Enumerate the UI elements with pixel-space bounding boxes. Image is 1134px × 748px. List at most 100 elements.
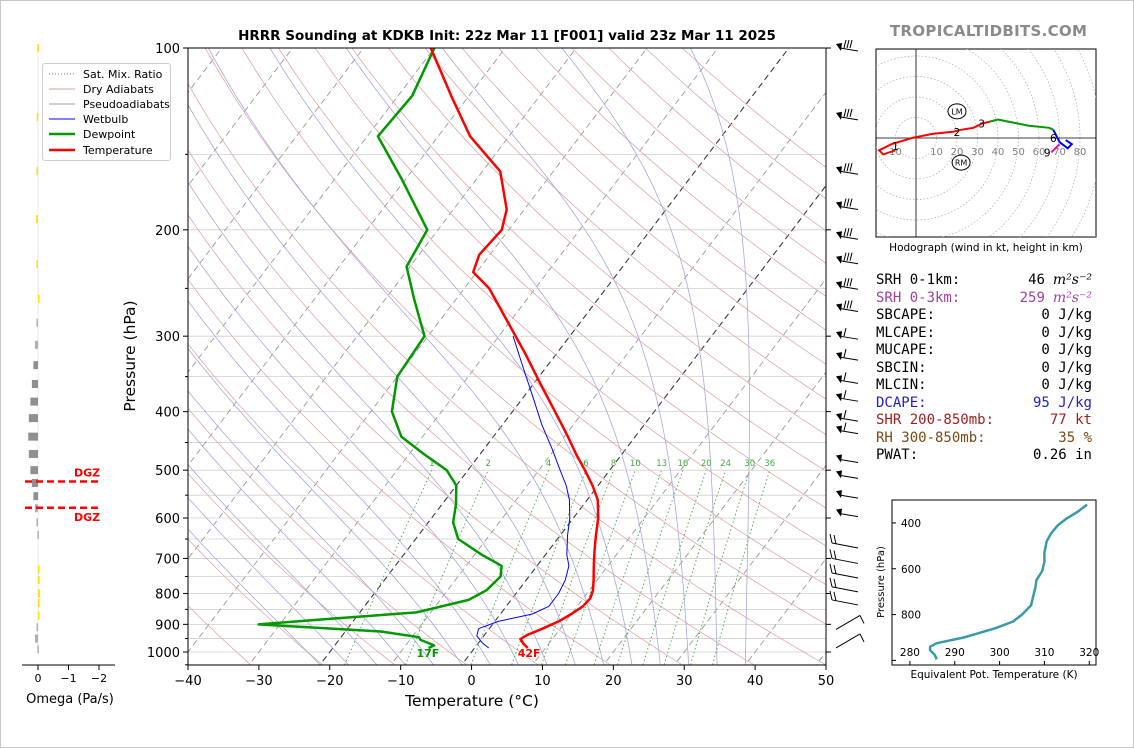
legend-label: Wetbulb [83, 112, 129, 126]
y-tick-label: 600 [155, 512, 180, 527]
hodograph-height-label: 1 [892, 141, 899, 153]
wind-barb [836, 39, 859, 52]
wind-barb-staff [839, 356, 859, 361]
wind-barb-staff [839, 206, 859, 211]
skewt-profiles [257, 48, 600, 650]
parameter-row: PWAT: 0.26 in [876, 447, 1092, 465]
pseudoadiabat [188, 463, 378, 665]
legend-item-dry-adiabats: Dry Adiabats [49, 82, 154, 96]
wind-barb [836, 410, 859, 422]
wind-barb-pennant [836, 490, 842, 499]
dry-adiabat [241, 48, 826, 586]
omega-bar [34, 340, 38, 349]
hodograph-height-label: 6 [1050, 133, 1057, 145]
parameter-number: 0 J/kg [1041, 307, 1092, 323]
dry-adiabat [188, 605, 251, 665]
wind-barb-flag [849, 252, 853, 261]
wind-barb-flag [846, 108, 850, 117]
wind-barb [836, 490, 859, 499]
dgz-label: DGZ [74, 511, 100, 524]
wind-barb [835, 614, 865, 630]
dgz-label: DGZ [74, 466, 100, 479]
wind-barb-flag [833, 591, 837, 602]
omega-bar [37, 530, 39, 539]
wind-barb-staff [839, 170, 859, 175]
wind-barb-flag [843, 349, 847, 358]
mixing-ratio-label: 4 [546, 459, 551, 469]
wind-barb-flag [843, 252, 847, 261]
mixing-ratio-label: 20 [701, 459, 712, 469]
hodograph-ring-label: 50 [1012, 147, 1025, 158]
wind-barb-flag [843, 228, 847, 237]
parameter-name: RH 300-850mb: [876, 429, 986, 446]
wind-barb-pennant [836, 393, 842, 402]
parameter-row: RH 300-850mb: 35 % [876, 430, 1092, 448]
wind-barb-staff [835, 614, 861, 630]
mixing-ratio-label: 8 [611, 459, 616, 469]
isotherm-highlight [319, 48, 790, 665]
wind-barb-pennant [836, 255, 842, 264]
theta-e-x-tick-label: 320 [1079, 647, 1099, 659]
wind-barb [836, 228, 859, 240]
dry-adiabat [204, 48, 826, 625]
hodograph-content: 10 10 20 30 40 50 60 70 80 1 2 3 6 9 LM RM [876, 49, 1096, 237]
parameter-number: 0.26 in [1032, 447, 1092, 463]
wind-barb [836, 328, 859, 340]
mixing-ratio-label: 1 [429, 459, 434, 469]
wind-barb [836, 470, 859, 479]
theta-e-y-tick-label: 600 [901, 564, 921, 576]
wind-barb-flag [849, 163, 853, 172]
hodograph-panel: 10 10 20 30 40 50 60 70 80 1 2 3 6 9 LM RM [875, 48, 1097, 238]
omega-tick-label: −1 [60, 672, 76, 685]
storm-motion-marker [947, 103, 967, 120]
parameter-number: 0 J/kg [1041, 359, 1092, 376]
parameter-value: 95 J/kg [1033, 395, 1092, 413]
hodograph-height-label: 3 [978, 119, 985, 131]
wind-barb-flag [843, 422, 847, 431]
wind-barb-staff [839, 47, 859, 52]
wind-barb-flag [829, 590, 833, 601]
wind-barb-flag [846, 198, 850, 207]
parameter-number: 259 [1019, 289, 1045, 306]
wind-barb [836, 390, 859, 402]
parameter-name: DCAPE: [876, 394, 927, 411]
hodograph-trace [1050, 143, 1061, 154]
parameter-value: 46 m²s⁻² [1028, 272, 1092, 290]
mixing-ratio-line [690, 470, 751, 665]
mixing-ratio-label: 36 [764, 459, 775, 469]
mixing-ratio-line [564, 470, 636, 665]
hodograph-trace [877, 128, 962, 156]
x-tick-label: 40 [747, 674, 764, 689]
hodograph-ring-label: 30 [971, 147, 984, 158]
wind-barb [836, 108, 859, 121]
site-brand: TROPICALTIDBITS.COM [890, 22, 1088, 40]
wind-barb-flag [849, 108, 853, 117]
wind-barb-staff [839, 417, 859, 422]
hodograph-trace [989, 118, 1054, 131]
dry-adiabat [278, 48, 826, 547]
wind-barb [836, 278, 859, 290]
mixing-ratio-label: 2 [485, 459, 490, 469]
isotherm-gridline [188, 48, 506, 467]
wind-barb-flag [829, 563, 833, 574]
y-tick-label: 800 [155, 587, 180, 602]
dewpoint-line [257, 48, 503, 650]
wind-barb [829, 549, 859, 564]
dry-adiabat [188, 538, 323, 665]
parameter-row: SBCAPE: 0 J/kg [876, 307, 1092, 325]
storm-motion-label: RM [955, 159, 968, 168]
wind-barb-pennant [836, 43, 842, 51]
wind-barb-flag [849, 198, 853, 207]
theta-e-xlabel: Equivalent Pot. Temperature (K) [910, 669, 1077, 681]
parameter-row: MLCIN: 0 J/kg [876, 377, 1092, 395]
pseudoadiabat [188, 104, 576, 665]
omega-bar [36, 112, 39, 121]
y-tick-label: 1000 [147, 646, 180, 661]
mixing-ratio-label: 16 [678, 459, 689, 469]
wind-barb-flag [829, 577, 833, 587]
wind-barb-flag [849, 278, 853, 287]
wind-barb-staff [839, 474, 859, 479]
wind-barb-flag [859, 615, 865, 624]
surface-dewpoint-label: 17F [416, 647, 439, 660]
storm-motion-marker [951, 154, 971, 171]
